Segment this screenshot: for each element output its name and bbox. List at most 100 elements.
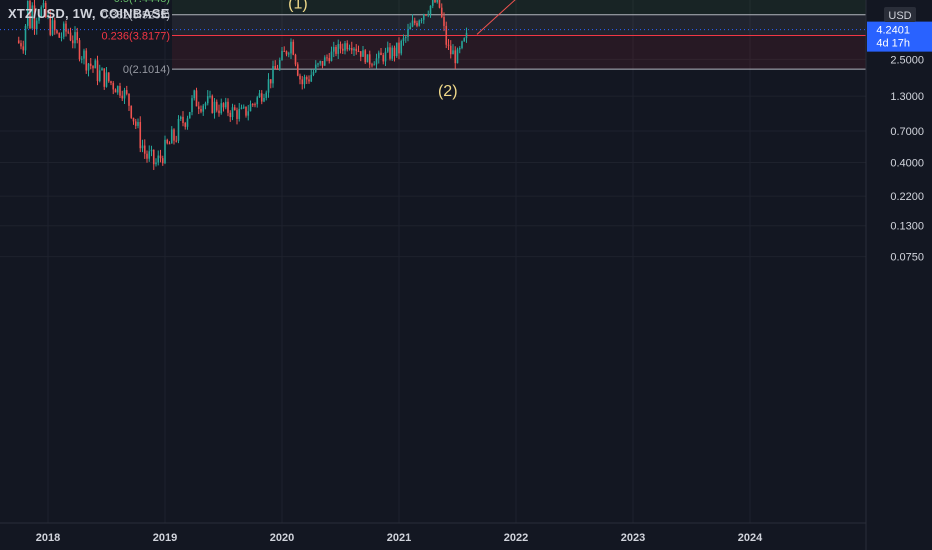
candle-body <box>202 105 205 112</box>
candle-body <box>443 17 445 26</box>
candle-body <box>134 121 137 126</box>
candle-body <box>170 129 173 144</box>
candle-body <box>69 32 72 41</box>
candle-body <box>233 107 236 111</box>
candle-body <box>263 97 265 102</box>
candle-body <box>247 111 250 116</box>
candle-body <box>130 105 133 118</box>
candle-body <box>85 50 88 71</box>
candle-body <box>389 47 391 59</box>
candle-body <box>335 46 337 54</box>
fib-retracement[interactable]: 1.618(125.9370)1(26.3745)0.786(15.3487)0… <box>89 0 866 76</box>
candle-body <box>188 112 191 119</box>
projection-line[interactable] <box>476 0 604 35</box>
candle-body <box>267 79 270 93</box>
candle-body <box>141 145 144 149</box>
candle-body <box>164 139 166 164</box>
candle-body <box>103 68 106 87</box>
fib-zone <box>172 35 866 70</box>
candle-body <box>238 108 241 119</box>
candle-body <box>56 30 58 33</box>
fib-zone <box>172 0 866 15</box>
time-tick-label: 2022 <box>504 532 528 544</box>
candle-body <box>119 86 121 96</box>
candle-body <box>371 64 373 66</box>
candle-body <box>215 101 218 111</box>
candle-body <box>218 110 220 114</box>
wave-label: (1) <box>288 0 308 12</box>
candle-body <box>254 104 256 106</box>
candle-body <box>40 7 43 17</box>
price-tick-label: 0.4000 <box>890 157 924 169</box>
candle-body <box>193 90 196 99</box>
time-tick-label: 2020 <box>270 532 294 544</box>
wave-label: (2) <box>438 83 458 100</box>
candle-body <box>346 43 349 50</box>
candle-body <box>344 43 346 51</box>
candle-body <box>368 54 371 65</box>
candle-body <box>395 42 398 57</box>
time-tick-label: 2024 <box>738 532 763 544</box>
candle-body <box>323 57 326 66</box>
candle-body <box>209 95 211 97</box>
candle-body <box>96 60 99 82</box>
candle-body <box>283 50 286 52</box>
candle-body <box>362 50 364 57</box>
candle-body <box>292 41 295 55</box>
candle-body <box>182 116 184 124</box>
time-tick-label: 2023 <box>621 532 645 544</box>
candle-body <box>224 101 227 108</box>
candle-body <box>107 72 110 82</box>
candle-body <box>206 96 209 104</box>
candle-body <box>434 0 436 3</box>
candle-body <box>177 119 180 141</box>
candle-body <box>83 50 85 59</box>
candle-body <box>87 63 90 71</box>
projection-arrow[interactable] <box>476 0 604 35</box>
candle-body <box>139 122 142 149</box>
candle-body <box>146 153 148 159</box>
candle-body <box>290 41 292 54</box>
candle-body <box>89 63 92 66</box>
candle-body <box>44 2 47 18</box>
candle-body <box>355 48 358 52</box>
candle-body <box>317 63 319 65</box>
candle-body <box>465 32 468 39</box>
candle-body <box>168 143 171 145</box>
candle-body <box>227 101 229 113</box>
candle-body <box>373 64 376 66</box>
fib-level-label: 0.5(7.4448) <box>114 0 170 5</box>
candle-body <box>101 68 103 71</box>
candle-body <box>251 104 254 106</box>
candle-body <box>148 151 151 159</box>
candle-body <box>94 60 97 69</box>
candle-body <box>65 23 67 32</box>
candle-body <box>213 101 216 113</box>
candle-body <box>310 74 313 82</box>
candle-body <box>445 25 448 45</box>
candle-body <box>431 0 434 6</box>
symbol-title: XTZ/USD, 1W, COINBASE <box>8 6 170 21</box>
candle-body <box>20 43 22 47</box>
grid <box>0 0 866 523</box>
candle-body <box>260 93 263 102</box>
candle-body <box>240 107 243 109</box>
candle-body <box>278 60 281 70</box>
candle-body <box>463 38 466 42</box>
candle-body <box>366 54 369 63</box>
time-axis[interactable]: 2018 2019 2020 2021 2022 2023 2024 <box>0 522 866 544</box>
candle-body <box>404 36 407 39</box>
candle-body <box>49 15 52 35</box>
candle-body <box>53 20 56 31</box>
candle-body <box>157 155 160 163</box>
candle-body <box>128 93 130 106</box>
candle-body <box>357 51 360 53</box>
candle-body <box>380 52 382 56</box>
candle-body <box>416 23 418 26</box>
candle-body <box>110 81 112 84</box>
candle-body <box>22 46 25 51</box>
candle-body <box>348 48 351 50</box>
